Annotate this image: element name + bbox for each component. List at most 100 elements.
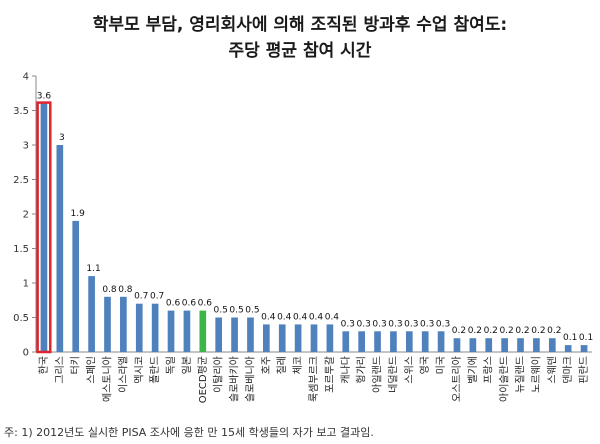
bar-31 (517, 338, 524, 352)
bar-34 (564, 345, 572, 352)
data-label-10: 0.6 (182, 299, 197, 309)
data-label-18: 0.4 (309, 312, 324, 322)
data-label-25: 0.3 (420, 319, 434, 329)
data-label-8: 0.7 (150, 292, 164, 302)
data-label-13: 0.5 (229, 306, 243, 316)
bar-18 (310, 324, 318, 352)
data-label-4: 1.1 (86, 264, 100, 274)
bar-23 (390, 331, 397, 352)
bar-17 (294, 324, 302, 352)
data-label-12: 0.5 (214, 306, 228, 316)
bar-26 (437, 331, 445, 352)
data-label-11: 0.6 (198, 299, 213, 309)
data-label-32: 0.2 (531, 326, 545, 336)
bar-35 (580, 345, 588, 352)
category-label-26: 미국 (435, 356, 447, 374)
bar-19 (326, 324, 334, 352)
bar-20 (342, 331, 350, 352)
category-label-32: 노르웨이 (530, 356, 542, 393)
data-label-3: 1.9 (71, 209, 86, 219)
chart-subtitle: 주당 평균 참여 시간 (228, 41, 372, 61)
bar-22 (374, 331, 381, 352)
bar-chart: 0 0.5 1 1.5 2 2.5 3 3.5 4 3.6 한국 3 그리스 1.9 터키 1.1 스페인 0.… (13, 72, 593, 404)
bar-5 (104, 296, 111, 352)
data-label-33: 0.2 (547, 326, 561, 336)
bar-4 (88, 276, 95, 352)
data-label-34: 0.1 (563, 333, 577, 343)
category-label-28: 벨기에 (467, 356, 479, 384)
data-label-24: 0.3 (404, 319, 418, 329)
category-label-12: 이탈리아 (212, 356, 225, 393)
bar-7 (135, 303, 143, 352)
category-label-3: 터키 (70, 356, 82, 374)
bar-32 (533, 338, 540, 352)
bar-2 (56, 145, 64, 352)
y-tick-label: 2 (23, 210, 29, 221)
y-tick-label: 1.5 (13, 244, 29, 255)
category-label-23: 네덜란드 (387, 356, 399, 393)
category-label-4: 스페인 (86, 356, 98, 384)
highlight-outline (36, 101, 52, 354)
category-label-31: 뉴질랜드 (515, 356, 527, 393)
bar-10 (183, 310, 191, 352)
y-tick-label: 1 (23, 279, 29, 290)
category-label-11: OECD평균 (197, 356, 209, 403)
category-label-21: 헝가리 (356, 356, 368, 384)
category-label-20: 캐나다 (340, 356, 352, 384)
y-tick-label: 3 (23, 141, 29, 152)
bar-14 (247, 317, 254, 352)
category-label-9: 독일 (165, 356, 177, 374)
data-label-31: 0.2 (515, 326, 529, 336)
bar-21 (358, 331, 365, 352)
data-label-2: 3 (59, 133, 65, 143)
bar-30 (501, 338, 508, 352)
category-label-13: 슬로바키아 (229, 356, 241, 402)
data-label-7: 0.7 (134, 292, 148, 302)
data-label-1: 3.6 (37, 92, 52, 102)
y-tick-label: 0 (23, 348, 29, 359)
data-label-28: 0.2 (468, 326, 482, 336)
y-tick-label: 4 (23, 72, 29, 83)
data-label-17: 0.4 (293, 312, 308, 322)
category-label-35: 핀란드 (578, 356, 590, 384)
data-label-22: 0.3 (372, 319, 386, 329)
category-label-7: 멕시코 (133, 356, 145, 384)
category-label-1: 한국 (38, 356, 50, 374)
category-label-15: 호주 (260, 356, 272, 374)
data-label-5: 0.8 (102, 285, 117, 295)
category-label-6: 이스라엘 (116, 356, 129, 393)
footnote: 주: 1) 2012년도 실시한 PISA 조사에 응한 만 15세 학생들의 … (4, 426, 374, 439)
bar-15 (263, 324, 270, 352)
data-label-16: 0.4 (277, 312, 292, 322)
bar-29 (485, 338, 493, 352)
bar-33 (548, 338, 556, 352)
data-label-35: 0.1 (579, 333, 593, 343)
category-label-16: 칠레 (276, 356, 288, 374)
data-label-26: 0.3 (436, 319, 450, 329)
bar-6 (120, 296, 127, 352)
category-label-19: 포르투갈 (323, 356, 336, 393)
y-tick-label: 3.5 (13, 106, 29, 117)
category-label-10: 일본 (181, 356, 193, 374)
category-label-8: 폴란드 (149, 356, 161, 384)
bar-8 (151, 303, 159, 352)
bar-16 (278, 324, 286, 352)
data-label-30: 0.2 (499, 326, 513, 336)
data-label-21: 0.3 (356, 319, 370, 329)
bar-24 (405, 331, 413, 352)
category-label-29: 프랑스 (483, 356, 495, 384)
data-label-20: 0.3 (341, 319, 355, 329)
bar-12 (215, 317, 223, 352)
y-tick-label: 0.5 (13, 313, 29, 324)
bar-11 (199, 310, 207, 352)
data-label-19: 0.4 (325, 312, 340, 322)
category-label-5: 에스토니아 (101, 356, 113, 402)
data-label-29: 0.2 (484, 326, 498, 336)
category-label-14: 슬로베니아 (244, 356, 256, 402)
category-label-30: 아이슬란드 (499, 356, 511, 402)
category-label-34: 덴마크 (562, 356, 574, 384)
bar-28 (469, 338, 477, 352)
category-label-33: 스웨덴 (546, 356, 558, 384)
bar-3 (72, 220, 80, 352)
chart-title: 학부모 부담, 영리회사에 의해 조직된 방과후 수업 참여도: (92, 15, 508, 35)
